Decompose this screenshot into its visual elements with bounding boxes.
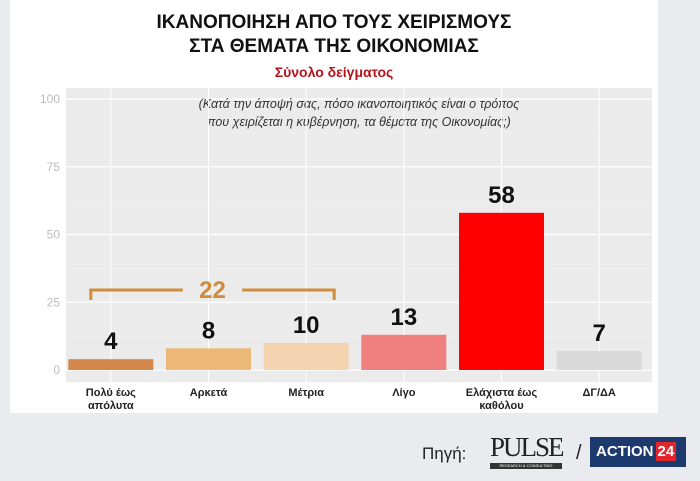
x-tick-label: Μέτρια <box>288 387 324 399</box>
x-tick-label: καθόλου <box>479 400 523 412</box>
y-tick-label: 0 <box>53 363 60 377</box>
bar <box>263 342 349 370</box>
chart-subtitle: Σύνολο δείγματος <box>274 64 394 80</box>
y-tick-label: 75 <box>47 160 61 174</box>
sum-bracket <box>89 288 336 300</box>
y-tick-label: 50 <box>47 228 61 242</box>
chart-title-line1: ΙΚΑΝΟΠΟΙΗΣΗ ΑΠΟ ΤΟΥΣ ΧΕΙΡΙΣΜΟΥΣ <box>156 12 512 33</box>
action24-logo: ACTION 24 <box>590 437 686 467</box>
x-tick-label: Αρκετά <box>190 387 228 399</box>
bar <box>361 334 447 370</box>
chart-title-line2: ΣΤΑ ΘΕΜΑΤΑ ΤΗΣ ΟΙΚΟΝΟΜΙΑΣ <box>189 36 479 57</box>
source-separator: / <box>576 442 582 464</box>
source-label: Πηγή: <box>422 444 467 463</box>
bar <box>68 359 154 370</box>
bar <box>556 351 642 370</box>
x-tick-label: Ελάχιστα έως <box>466 387 538 399</box>
y-tick-label: 25 <box>47 295 61 309</box>
y-tick-label: 100 <box>40 92 60 106</box>
x-tick-label: ΔΓ/ΔΑ <box>582 387 615 399</box>
sum-label: 22 <box>199 277 226 304</box>
data-label: 58 <box>488 182 515 209</box>
pulse-logo: PULSE RESEARCH & CONSULTING <box>490 428 570 470</box>
action24-logo-number: 24 <box>655 442 677 461</box>
x-tick-label: Λίγο <box>392 387 416 399</box>
question-annotation: (Κατά την άποψή σας, πόσο ικανοποιητικός… <box>199 97 521 111</box>
data-label: 13 <box>390 304 417 331</box>
data-label: 8 <box>202 317 215 344</box>
bar <box>459 212 544 370</box>
bar <box>166 348 251 370</box>
x-tick-label: απόλυτα <box>88 400 134 412</box>
data-label: 7 <box>592 320 605 347</box>
pulse-logo-tagline: RESEARCH & CONSULTING <box>490 463 562 469</box>
pulse-logo-word: PULSE <box>490 432 565 462</box>
data-label: 4 <box>104 328 118 355</box>
data-label: 10 <box>293 312 320 339</box>
action24-logo-word: ACTION <box>596 443 654 460</box>
x-tick-label: Πολύ έως <box>86 387 136 399</box>
question-annotation: που χειρίζεται η κυβέρνηση, τα θέματα τη… <box>207 115 511 129</box>
